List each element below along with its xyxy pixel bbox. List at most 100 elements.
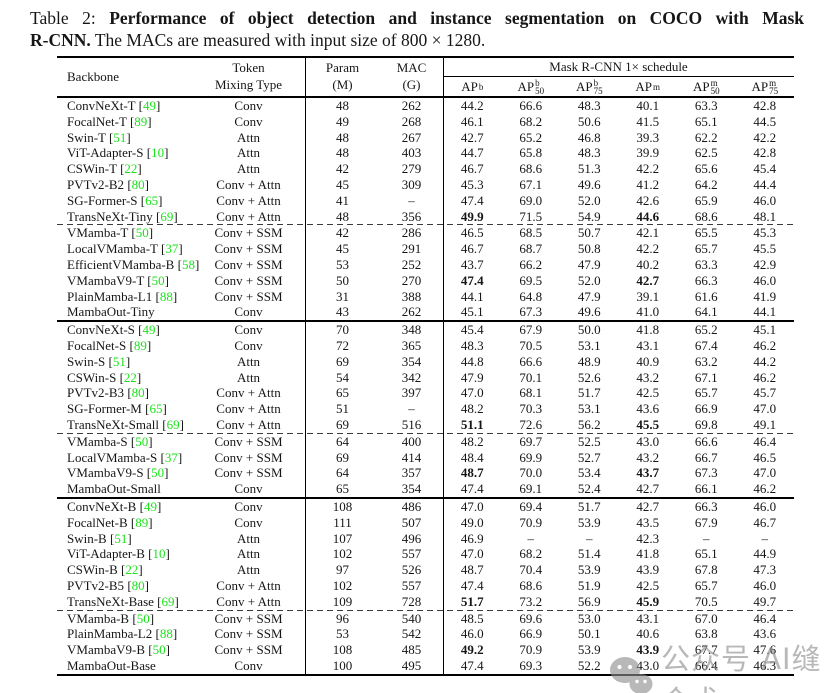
mac-cell: 309: [401, 176, 422, 192]
ap-value-cell: 43.6: [636, 401, 660, 417]
ap-value-cell: 42.7: [636, 481, 660, 497]
ap-value-cell: 52.7: [577, 449, 601, 465]
cite-close-bracket: ]: [127, 530, 132, 546]
token-mixing-cell: Conv + Attn: [216, 593, 281, 609]
ap-value-cell: 47.0: [753, 465, 777, 481]
ap-value-cell: 70.5: [519, 337, 543, 353]
header-backbone: Backbone: [67, 69, 119, 84]
ap-value-cell: 49.6: [577, 176, 601, 192]
citation-number: 80: [131, 577, 145, 593]
ap-value-cell: 46.0: [753, 192, 777, 208]
cite-close-bracket: ]: [194, 256, 200, 272]
backbone-name: CSWin-B: [67, 562, 118, 578]
token-mixing-cell: Conv + Attn: [216, 192, 281, 208]
token-mixing-cell: Conv + Attn: [216, 385, 281, 401]
ap-value-cell: 47.9: [577, 256, 601, 272]
table-row: ViT-Adapter-B [10] Attn 102 557 47.0 68.2 51.4…: [57, 546, 794, 562]
ap-value-cell: 63.8: [694, 626, 718, 642]
cite-close-bracket: ]: [158, 192, 163, 208]
cite-open-bracket: [: [137, 192, 146, 208]
ap-value-cell: 45.5: [636, 416, 660, 432]
param-cell: 53: [336, 626, 349, 642]
caption-detail-text: The MACs are measured with input size of…: [94, 30, 486, 50]
token-mixing-cell: Conv: [234, 113, 263, 129]
ap-value-cell: 49.9: [460, 208, 484, 224]
table-row: ConvNeXt-B [49] Conv 108 486 47.0 69.4 51.7 42.…: [57, 499, 794, 515]
mac-cell: 540: [401, 610, 422, 626]
ap-value-cell: 69.7: [519, 433, 543, 449]
cite-close-bracket: ]: [165, 546, 170, 562]
ap-value-cell: 46.7: [753, 514, 777, 530]
ap-value-cell: 49.7: [753, 593, 777, 609]
citation-number: 51: [114, 530, 128, 546]
ap-value-cell: 65.1: [694, 546, 718, 562]
param-cell: 48: [336, 98, 349, 113]
ap-value-cell: 43.7: [636, 465, 660, 481]
ap-value-cell: 48.1: [753, 208, 777, 224]
ap-value-cell: 47.0: [460, 546, 484, 562]
ap-value-cell: 51.7: [460, 593, 484, 609]
mac-cell: 356: [401, 208, 422, 224]
citation-number: 51: [112, 353, 126, 369]
backbone-name: ViT-Adapter-S: [67, 145, 144, 161]
ap-value-cell: 53.4: [577, 465, 601, 481]
backbone-cell: PVTv2-B5 [80]: [57, 578, 192, 594]
cite-close-bracket: ]: [165, 642, 170, 658]
ap-value-cell: 65.6: [694, 161, 718, 177]
citation-number: 51: [113, 129, 127, 145]
table-row: FocalNet-B [89] Conv 111 507 49.0 70.9 53.9 43.…: [57, 515, 794, 531]
token-mixing-cell: Conv + SSM: [214, 610, 283, 626]
backbone-cell: ConvNeXt-T [49]: [57, 98, 192, 114]
ap-value-cell: 43.6: [753, 626, 777, 642]
ap-value-cell: 63.3: [694, 256, 718, 272]
param-cell: 43: [336, 304, 349, 320]
ap-column-header: AP b: [443, 77, 502, 96]
token-mixing-cell: Conv + Attn: [216, 577, 281, 593]
backbone-name: CSWin-T: [67, 161, 117, 177]
ap-supsub: m 75: [769, 78, 778, 95]
citation-number: 69: [161, 593, 175, 609]
ap-value-cell: 69.8: [694, 416, 718, 432]
ap-value-cell: 43.9: [636, 562, 660, 578]
backbone-cell: VMambaV9-B [50]: [57, 642, 192, 658]
citation-number: 37: [164, 449, 178, 465]
ap-value-cell: 44.6: [636, 208, 660, 224]
column-divider-2: [443, 58, 444, 674]
results-table: Backbone Token Mixing Type Param (M) MAC…: [57, 56, 794, 676]
backbone-name: VMambaV9-T: [67, 272, 145, 288]
ap-value-cell: 63.3: [694, 98, 718, 113]
column-divider-1: [305, 58, 306, 674]
ap-value-cell: 70.9: [519, 642, 543, 658]
citation-number: 80: [131, 385, 145, 401]
param-cell: 53: [336, 256, 349, 272]
backbone-name: CSWin-S: [67, 369, 117, 385]
ap-value-cell: 45.4: [753, 161, 777, 177]
ap-value-cell: 42.3: [636, 530, 660, 546]
ap-value-cell: 41.8: [636, 322, 660, 338]
table-row: FocalNet-T [89] Conv 49 268 46.1 68.2 50.6 41.5…: [57, 114, 794, 130]
cite-close-bracket: ]: [144, 385, 149, 401]
citation-number: 22: [123, 369, 137, 385]
ap-value-cell: 45.9: [636, 593, 660, 609]
token-mixing-cell: Conv: [234, 337, 263, 353]
ap-value-cell: 67.0: [694, 610, 718, 626]
cite-open-bracket: [: [143, 145, 152, 161]
citation-number: 22: [124, 161, 138, 177]
ap-value-cell: 65.9: [694, 192, 718, 208]
ap-value-cell: 44.1: [753, 304, 777, 320]
ap-value-cell: 49.0: [460, 514, 484, 530]
backbone-name: EfficientVMamba-B: [67, 256, 175, 272]
table-row: CSWin-T [22] Attn 42 279 46.7 68.6 51.3 42.2 65.…: [57, 161, 794, 177]
ap-value-cell: 67.3: [519, 304, 543, 320]
ap-value-cell: 43.2: [636, 369, 660, 385]
mac-cell: 291: [401, 241, 422, 257]
token-mixing-cell: Conv: [234, 498, 263, 514]
cite-open-bracket: [: [143, 465, 152, 481]
table-row: TransNeXt-Tiny [69] Conv + Attn 48 356 49.9 7…: [57, 209, 794, 225]
citation-number: 89: [134, 113, 148, 129]
ap-value-cell: 69.5: [519, 272, 543, 288]
cite-open-bracket: [: [144, 546, 153, 562]
ap-value-cell: 56.9: [577, 593, 601, 609]
backbone-name: MambaOut-Base: [67, 657, 156, 673]
ap-value-cell: 66.3: [694, 272, 718, 288]
